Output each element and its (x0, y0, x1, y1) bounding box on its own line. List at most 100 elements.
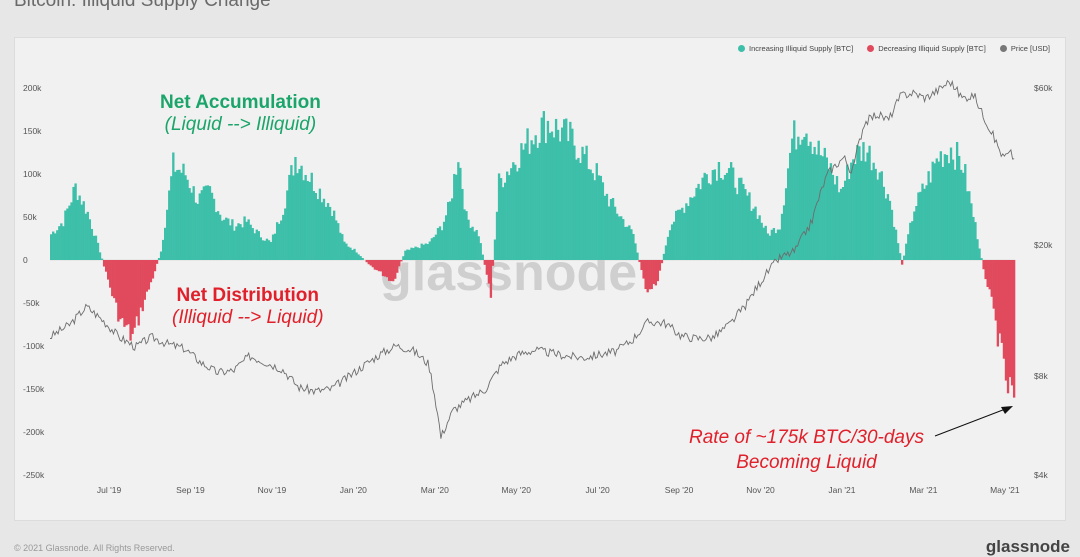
chart-panel (14, 37, 1066, 521)
bar-increasing (475, 229, 478, 260)
bar-increasing (235, 226, 238, 260)
bar-increasing (786, 168, 790, 260)
legend-item-increasing[interactable]: Increasing Illiquid Supply [BTC] (738, 44, 853, 53)
legend-item-price[interactable]: Price [USD] (999, 44, 1050, 53)
bar-increasing (850, 162, 853, 260)
bar-increasing (687, 206, 690, 260)
bar-increasing (978, 248, 981, 260)
bar-increasing (159, 251, 163, 260)
bar-increasing (284, 208, 287, 260)
bar-increasing (247, 219, 250, 260)
bar-increasing (923, 188, 926, 260)
annotation-arrow-line (934, 407, 1009, 437)
bar-decreasing (149, 260, 153, 283)
bar-increasing (575, 159, 578, 260)
bar-increasing (176, 169, 179, 260)
bar-increasing (508, 175, 511, 260)
y-tick-label: 50k (23, 212, 37, 222)
bar-increasing (182, 163, 185, 260)
bar-increasing (579, 163, 582, 260)
y-tick-label: -50k (23, 298, 40, 308)
bar-increasing (888, 200, 892, 260)
bar-increasing (536, 147, 539, 260)
bar-increasing (300, 165, 303, 260)
bar-increasing (52, 231, 55, 260)
bar-increasing (807, 145, 810, 260)
bar-increasing (554, 118, 558, 260)
bar-increasing (565, 118, 568, 260)
bar-increasing (939, 151, 943, 260)
bar-increasing (78, 195, 81, 260)
bar-increasing (756, 218, 759, 260)
bar-increasing (436, 228, 440, 260)
bar-increasing (442, 221, 446, 260)
bar-increasing (903, 255, 906, 260)
bar-increasing (921, 183, 924, 260)
bar-increasing (797, 136, 800, 260)
bar-increasing (605, 193, 609, 260)
bar-increasing (82, 201, 85, 260)
bar-increasing (839, 188, 843, 260)
bar-increasing (951, 159, 955, 260)
bar-increasing (732, 167, 735, 260)
bar-increasing (552, 137, 556, 260)
bar-increasing (304, 174, 307, 260)
bar-increasing (972, 216, 975, 260)
bar-increasing (595, 163, 598, 260)
legend-item-decreasing[interactable]: Decreasing Illiquid Supply [BTC] (867, 44, 986, 53)
bar-increasing (947, 163, 951, 260)
bar-increasing (347, 246, 350, 260)
legend-label-decreasing: Decreasing Illiquid Supply [BTC] (878, 44, 986, 53)
bar-increasing (681, 207, 684, 260)
bar-decreasing (660, 260, 664, 264)
bar-increasing (878, 172, 881, 260)
bar-increasing (925, 185, 928, 260)
bar-increasing (862, 142, 865, 260)
bar-increasing (330, 216, 334, 260)
bar-increasing (204, 185, 208, 260)
bar-decreasing (988, 260, 991, 290)
bar-increasing (933, 163, 936, 260)
bar-increasing (734, 187, 737, 260)
bar-increasing (799, 144, 802, 260)
bar-increasing (430, 238, 434, 260)
bar-increasing (471, 226, 474, 260)
bar-increasing (455, 174, 458, 260)
bar-increasing (805, 133, 808, 260)
legend-dot-decreasing (867, 45, 875, 52)
bar-decreasing (389, 260, 393, 282)
bar-increasing (74, 183, 77, 260)
bar-increasing (332, 210, 336, 260)
bar-increasing (216, 211, 220, 260)
bar-increasing (593, 180, 596, 260)
bar-increasing (359, 256, 362, 260)
bar-increasing (852, 159, 855, 260)
annotation-arrow-head (1001, 406, 1013, 414)
bar-increasing (937, 161, 940, 260)
bar-increasing (964, 164, 967, 260)
legend-label-increasing: Increasing Illiquid Supply [BTC] (749, 44, 854, 53)
bar-increasing (214, 212, 218, 260)
bar-increasing (693, 196, 696, 260)
bar-increasing (170, 176, 173, 260)
bar-decreasing (656, 260, 660, 282)
bar-increasing (738, 177, 741, 260)
bar-increasing (255, 229, 258, 260)
bar-increasing (335, 220, 338, 260)
accumulation-title: Net Accumulation (160, 92, 321, 113)
bar-increasing (585, 145, 588, 260)
bar-increasing (530, 140, 533, 260)
bar-increasing (890, 209, 894, 260)
x-tick-label: Jan '20 (340, 485, 367, 495)
bar-increasing (677, 209, 680, 260)
bar-decreasing (102, 260, 106, 267)
bar-increasing (241, 227, 244, 260)
bar-decreasing (117, 260, 120, 322)
bar-increasing (819, 155, 822, 260)
bar-increasing (868, 145, 871, 260)
bar-increasing (630, 229, 633, 260)
bar-increasing (876, 179, 879, 260)
bar-increasing (88, 219, 92, 260)
bar-decreasing (155, 260, 159, 264)
bar-increasing (227, 218, 230, 260)
